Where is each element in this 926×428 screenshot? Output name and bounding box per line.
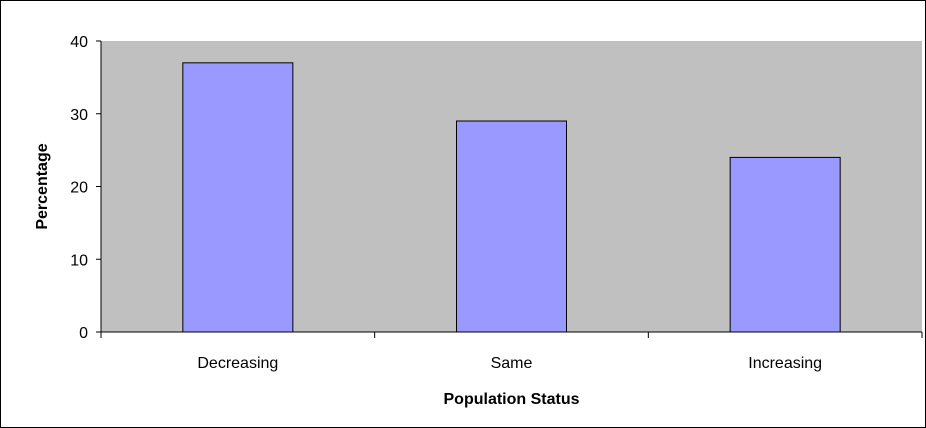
- y-tick-label: 0: [79, 325, 88, 342]
- x-tick-label: Increasing: [748, 355, 822, 372]
- bar-increasing: [729, 156, 841, 333]
- bar-same: [456, 120, 567, 333]
- y-tick-label: 30: [70, 107, 88, 124]
- y-tick-label: 20: [70, 180, 88, 197]
- x-tick-label: Same: [491, 355, 533, 372]
- y-tick-labels: 0 10 20 30 40: [70, 34, 88, 342]
- y-tick-label: 10: [70, 252, 88, 269]
- bar-decreasing: [182, 62, 294, 333]
- y-axis-title: Percentage: [34, 143, 51, 229]
- y-tick-label: 40: [70, 34, 88, 51]
- x-tick-label: Decreasing: [197, 355, 278, 372]
- x-axis-title: Population Status: [444, 391, 580, 408]
- x-tick-labels: Decreasing Same Increasing: [197, 355, 822, 372]
- bars-group: [182, 62, 841, 333]
- axes-group: [96, 40, 923, 338]
